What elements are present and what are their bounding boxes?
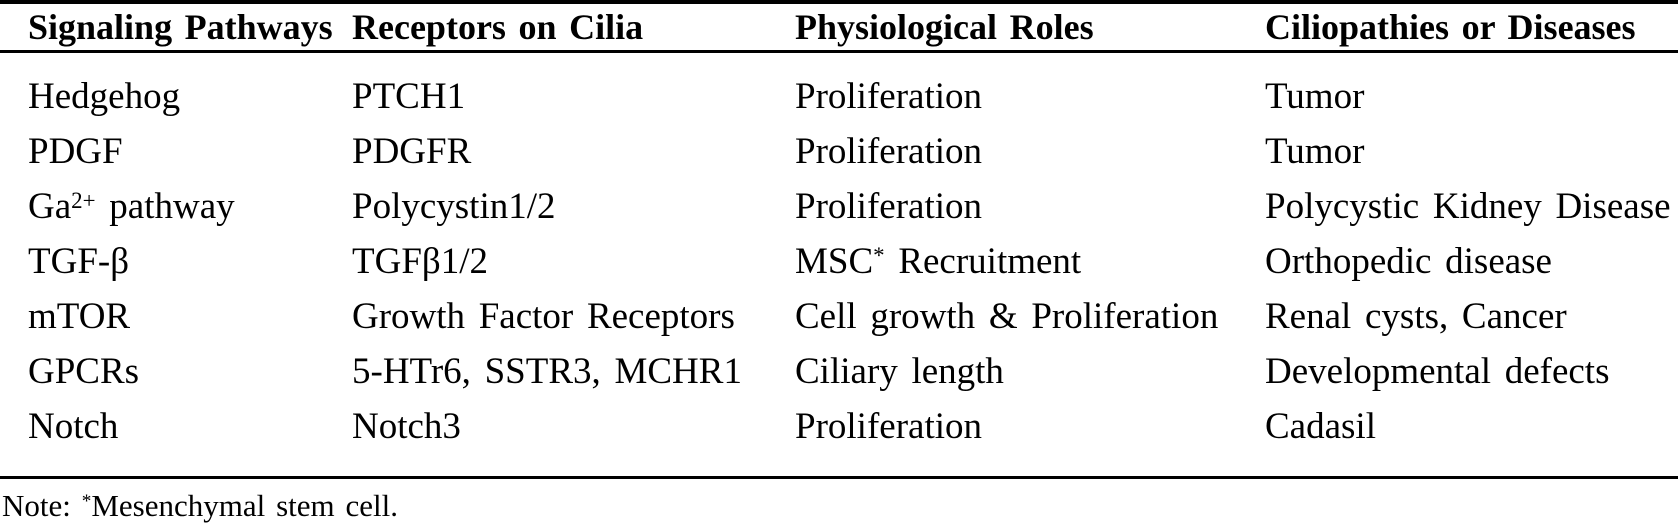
cell-pathway: mTOR (28, 296, 131, 337)
column-header-physiological-roles: Physiological Roles (795, 2, 1265, 53)
pathway-superscript: 2+ (71, 187, 96, 213)
cell-pathway: Ga2+ pathway (0, 179, 352, 234)
cell-pathway: Notch (28, 406, 119, 447)
cell-disease: Polycystic Kidney Disease (1265, 186, 1671, 227)
table-row-gpcrs: GPCRs 5-HTr6, SSTR3, MCHR1 Ciliary lengt… (0, 344, 1678, 399)
cell-pathway: GPCRs (28, 351, 140, 392)
cell-receptor: Notch3 (352, 406, 461, 447)
table-footnote: Note: *Mesenchymal stem cell. (0, 479, 1678, 523)
cell-disease: Tumor (1265, 76, 1365, 117)
table-body: Hedgehog PTCH1 Proliferation Tumor PDGF … (0, 52, 1678, 478)
cell-receptor: 5-HTr6, SSTR3, MCHR1 (352, 351, 742, 392)
column-header-ciliopathies-or-diseases: Ciliopathies or Diseases (1265, 2, 1678, 53)
cell-pathway: PDGF (28, 131, 123, 172)
cell-role: Proliferation (795, 186, 983, 227)
header-row: Signaling Pathways Receptors on Cilia Ph… (0, 2, 1678, 53)
role-asterisk: * (873, 242, 885, 268)
cell-pathway: Hedgehog (28, 76, 181, 117)
cell-pathway: TGF-β (28, 241, 130, 282)
pathway-base: Ga (28, 186, 72, 227)
cell-receptor: TGFβ1/2 (352, 241, 489, 282)
cell-role: Proliferation (795, 131, 983, 172)
table-row-pdgf: PDGF PDGFR Proliferation Tumor (0, 124, 1678, 179)
table-row-ga-pathway: Ga2+ pathway Polycystin1/2 Proliferation… (0, 179, 1678, 234)
footnote-asterisk: * (81, 491, 92, 513)
cell-receptor: Polycystin1/2 (352, 186, 556, 227)
table-row-tgf-beta: TGF-β TGFβ1/2 MSC* Recruitment Orthopedi… (0, 234, 1678, 289)
footnote-prefix: Note: (2, 488, 71, 523)
cell-disease: Developmental defects (1265, 351, 1610, 392)
cell-receptor: Growth Factor Receptors (352, 296, 735, 337)
cell-disease: Renal cysts, Cancer (1265, 296, 1567, 337)
cell-receptor: PDGFR (352, 131, 472, 172)
table-header: Signaling Pathways Receptors on Cilia Ph… (0, 2, 1678, 53)
cell-role: Proliferation (795, 406, 983, 447)
cell-role: MSC* Recruitment (795, 234, 1265, 289)
table-row-notch: Notch Notch3 Proliferation Cadasil (0, 399, 1678, 478)
cell-role: Proliferation (795, 76, 983, 117)
column-header-signaling-pathways: Signaling Pathways (0, 2, 352, 53)
pathway-rest: pathway (109, 186, 235, 227)
role-base: MSC (795, 241, 874, 282)
cell-disease: Orthopedic disease (1265, 241, 1552, 282)
table-row-hedgehog: Hedgehog PTCH1 Proliferation Tumor (0, 52, 1678, 125)
cell-disease: Cadasil (1265, 406, 1376, 447)
footnote-text: Mesenchymal stem cell. (91, 488, 398, 523)
role-rest: Recruitment (898, 241, 1082, 282)
cell-role: Ciliary length (795, 351, 1004, 392)
cell-disease: Tumor (1265, 131, 1365, 172)
table-row-mtor: mTOR Growth Factor Receptors Cell growth… (0, 289, 1678, 344)
cilia-signaling-table: Signaling Pathways Receptors on Cilia Ph… (0, 0, 1678, 479)
column-header-receptors-on-cilia: Receptors on Cilia (352, 2, 795, 53)
cell-role: Cell growth & Proliferation (795, 296, 1219, 337)
cell-receptor: PTCH1 (352, 76, 466, 117)
